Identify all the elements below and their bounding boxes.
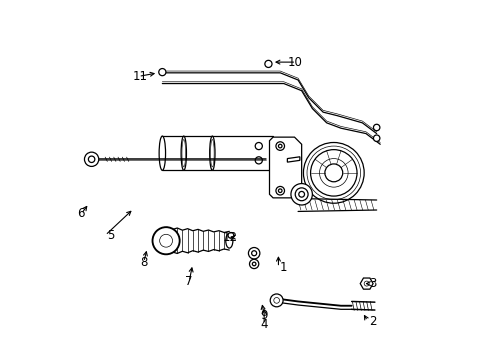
Text: 5: 5: [106, 229, 114, 242]
Ellipse shape: [209, 136, 215, 170]
Circle shape: [364, 281, 368, 286]
Ellipse shape: [182, 139, 185, 167]
Circle shape: [248, 248, 259, 259]
Ellipse shape: [225, 233, 232, 248]
Circle shape: [306, 146, 360, 200]
Circle shape: [303, 143, 364, 203]
Circle shape: [373, 135, 379, 141]
Text: 10: 10: [287, 55, 302, 69]
Circle shape: [252, 262, 255, 266]
Circle shape: [88, 156, 95, 162]
Circle shape: [275, 186, 284, 195]
Circle shape: [152, 227, 179, 254]
Circle shape: [310, 150, 356, 196]
Circle shape: [264, 60, 271, 67]
Ellipse shape: [181, 136, 186, 170]
Text: 6: 6: [77, 207, 85, 220]
Circle shape: [298, 192, 304, 197]
Circle shape: [255, 143, 262, 150]
Text: 3: 3: [368, 277, 376, 290]
Circle shape: [227, 233, 233, 238]
Text: 2: 2: [368, 315, 376, 328]
Circle shape: [160, 234, 172, 247]
Text: 9: 9: [260, 309, 267, 321]
Circle shape: [270, 294, 283, 307]
Circle shape: [251, 251, 256, 256]
Circle shape: [373, 124, 379, 131]
Circle shape: [255, 157, 262, 164]
Text: 11: 11: [132, 70, 147, 83]
Circle shape: [278, 189, 282, 193]
Text: 12: 12: [223, 231, 238, 244]
Circle shape: [319, 158, 347, 187]
Circle shape: [295, 188, 307, 201]
Circle shape: [273, 297, 279, 303]
Circle shape: [84, 152, 99, 166]
Circle shape: [290, 184, 312, 205]
Text: 4: 4: [260, 318, 267, 331]
Circle shape: [324, 164, 342, 182]
Circle shape: [278, 144, 282, 148]
Circle shape: [275, 142, 284, 150]
Text: 1: 1: [279, 261, 287, 274]
Ellipse shape: [159, 136, 165, 170]
Ellipse shape: [210, 139, 214, 167]
Text: 7: 7: [185, 275, 192, 288]
Circle shape: [159, 68, 165, 76]
Polygon shape: [287, 157, 299, 162]
Polygon shape: [269, 137, 301, 198]
Text: 8: 8: [140, 256, 147, 269]
Circle shape: [249, 259, 258, 269]
